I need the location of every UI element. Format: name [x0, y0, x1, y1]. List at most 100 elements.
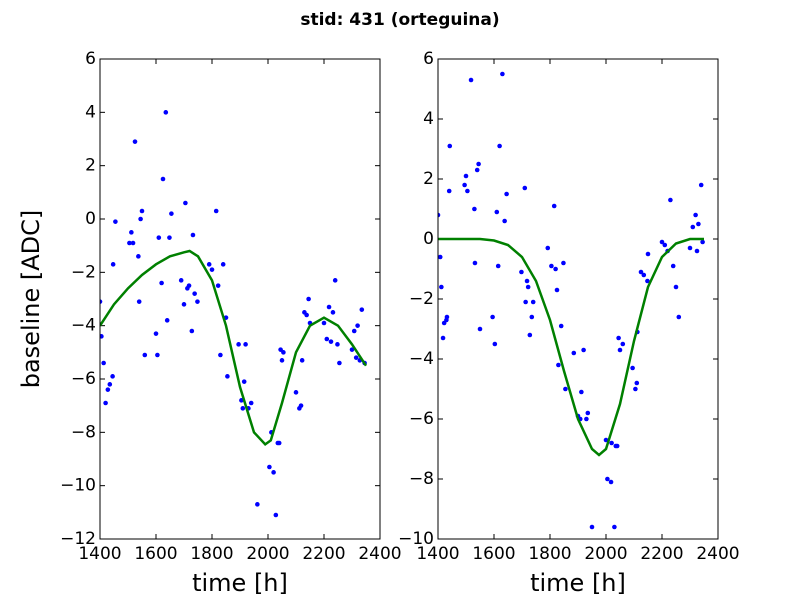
x-tick-label: 1800 — [190, 544, 233, 564]
data-point — [693, 212, 698, 218]
y-tick-label: 0 — [423, 229, 434, 249]
data-point — [335, 342, 340, 347]
data-point — [617, 347, 623, 353]
data-point — [138, 216, 143, 222]
data-point — [502, 218, 507, 224]
x-tick-label: 1400 — [416, 544, 459, 564]
y-tick-label: 4 — [85, 102, 96, 122]
data-point — [645, 278, 650, 284]
data-point — [273, 512, 279, 518]
data-point — [103, 400, 108, 406]
y-tick-label: 0 — [85, 209, 96, 229]
data-point — [129, 230, 134, 235]
data-point — [462, 182, 467, 188]
data-point — [492, 341, 498, 347]
data-point — [181, 302, 187, 307]
data-point — [465, 188, 470, 194]
data-point — [160, 176, 166, 182]
x-tick-label: 2200 — [640, 544, 683, 564]
x-tick-label: 1600 — [134, 544, 177, 564]
y-tick-label: 2 — [423, 169, 434, 189]
data-point — [192, 291, 197, 296]
data-point — [164, 318, 170, 323]
data-point — [500, 71, 505, 77]
data-point — [558, 323, 564, 329]
data-point — [476, 161, 481, 167]
data-point — [571, 350, 577, 356]
data-point — [298, 403, 304, 408]
data-point — [321, 320, 327, 326]
data-point — [324, 336, 330, 342]
data-point — [523, 299, 528, 305]
x-tick-label: 2400 — [358, 544, 401, 564]
data-point — [554, 287, 560, 293]
plot-frame — [99, 58, 381, 540]
data-point — [472, 260, 478, 266]
data-point — [271, 470, 276, 475]
data-point — [468, 77, 474, 83]
data-point — [694, 248, 700, 254]
data-point — [530, 299, 536, 305]
data-point — [438, 212, 441, 218]
data-point — [698, 182, 704, 188]
data-point — [524, 278, 530, 284]
data-point — [525, 284, 531, 290]
y-tick-label: −6 — [409, 409, 434, 429]
data-point — [440, 335, 446, 341]
fit-line — [438, 237, 704, 457]
data-point — [472, 206, 477, 212]
data-point — [142, 352, 148, 358]
data-point — [490, 314, 495, 320]
figure-title: stid: 431 (orteguina) — [300, 10, 499, 30]
data-point — [220, 262, 226, 267]
y-tick-label: −10 — [398, 529, 434, 549]
data-point — [556, 362, 561, 368]
data-point — [659, 239, 665, 245]
data-point — [497, 143, 502, 149]
data-point — [130, 240, 136, 246]
data-point — [225, 374, 230, 379]
data-point — [447, 143, 453, 149]
data-point — [281, 350, 286, 355]
data-point — [474, 167, 480, 173]
data-point — [169, 211, 174, 216]
data-point — [304, 312, 309, 318]
data-point — [355, 323, 360, 328]
data-point — [100, 334, 104, 339]
data-point — [609, 440, 614, 446]
data-point — [645, 251, 651, 257]
data-point — [529, 314, 535, 320]
data-point — [236, 342, 241, 347]
data-point — [351, 328, 357, 334]
data-point — [638, 269, 644, 275]
data-point — [167, 235, 172, 240]
data-point — [605, 476, 610, 482]
data-point — [614, 443, 620, 449]
data-point — [634, 380, 640, 386]
data-point — [579, 389, 584, 395]
data-point — [641, 272, 647, 278]
data-point — [279, 358, 285, 363]
data-point — [218, 352, 223, 358]
y-tick-label: −2 — [71, 262, 96, 282]
data-point — [519, 269, 524, 275]
data-point — [255, 502, 260, 507]
data-point — [267, 464, 272, 470]
data-point — [293, 390, 299, 395]
y-tick-label: −2 — [409, 289, 434, 309]
data-point — [589, 524, 595, 530]
data-point — [332, 278, 338, 283]
y-tick-label: 2 — [85, 156, 96, 176]
data-point — [553, 266, 558, 272]
data-point — [446, 188, 452, 194]
data-point — [248, 400, 254, 406]
x-tick-label: 2000 — [584, 544, 627, 564]
data-point — [527, 332, 533, 338]
data-point — [110, 262, 116, 267]
data-point — [438, 254, 443, 260]
data-point — [494, 209, 500, 215]
data-point — [495, 263, 501, 269]
data-point — [127, 240, 132, 246]
data-point — [616, 335, 621, 341]
data-point — [700, 239, 705, 245]
